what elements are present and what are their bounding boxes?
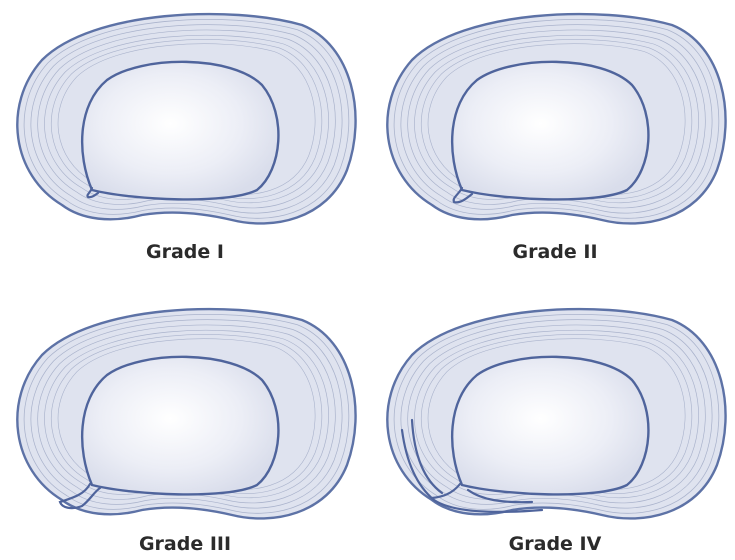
disc	[387, 14, 725, 223]
panel-label: Grade IV	[509, 533, 602, 555]
disc-grades-figure: Grade I Grade II Grade III Grade IV	[0, 0, 735, 556]
panel-label: Grade III	[139, 533, 231, 555]
disc	[387, 309, 725, 518]
panel-label: Grade I	[146, 241, 224, 263]
panel-grade-2: Grade II	[387, 14, 725, 263]
panel-label: Grade II	[512, 241, 597, 263]
panel-grade-1: Grade I	[17, 14, 355, 263]
panel-grade-4: Grade IV	[387, 309, 725, 555]
disc	[17, 309, 355, 518]
panel-grade-3: Grade III	[17, 309, 355, 555]
disc	[17, 14, 355, 223]
